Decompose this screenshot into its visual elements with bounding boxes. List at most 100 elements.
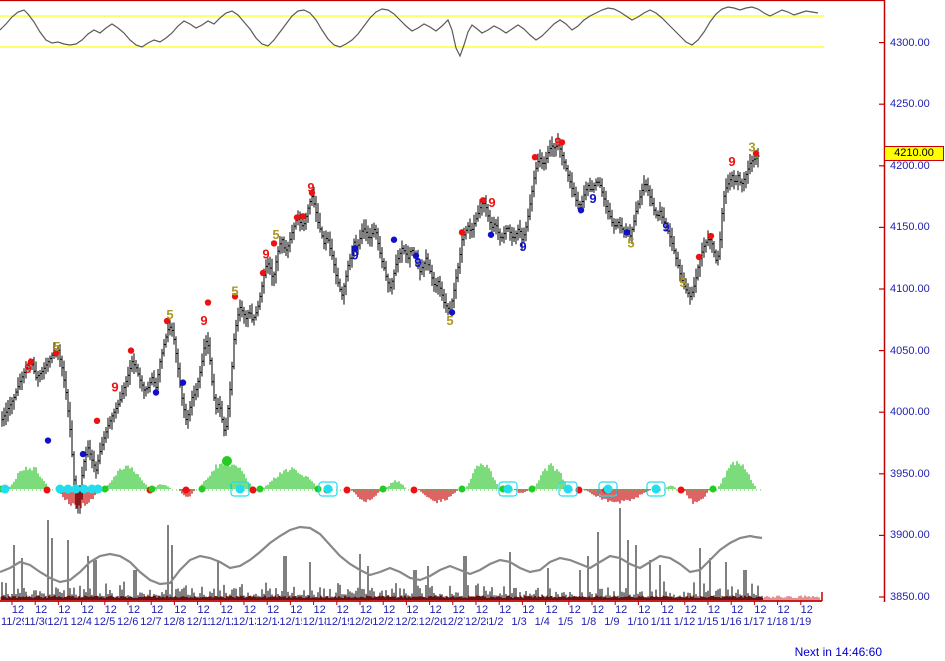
x-axis-date-label: 1/17 [743, 616, 765, 628]
x-axis-date-label: 12/8 [163, 616, 185, 628]
x-axis-date-label: 12/11 [186, 616, 210, 628]
x-axis-hour-label: 12 [243, 604, 257, 616]
x-axis-date-label: 12/4 [70, 616, 93, 628]
x-axis-hour-label: 12 [359, 604, 373, 616]
x-axis-hour-label: 12 [638, 604, 651, 616]
svg-text:9: 9 [24, 361, 31, 376]
x-axis-date-label: 12/5 [93, 616, 116, 628]
x-axis-date-label: 12/19 [325, 616, 349, 628]
x-axis-date-label: 1/16 [720, 616, 742, 628]
x-axis-hour-label: 12 [151, 604, 164, 616]
x-axis-date-label: 1/15 [697, 616, 719, 628]
x-axis-date-label: 12/14 [256, 616, 279, 628]
x-axis-hour-label: 12 [81, 604, 94, 616]
x-axis-date-label: 12/21 [372, 616, 395, 628]
x-axis-date-label: 12/28 [465, 616, 488, 628]
y-axis-price-label: 4250.00 [890, 98, 930, 111]
x-axis-date-label: 1/12 [673, 616, 696, 628]
y-axis-price-label: 3950.00 [890, 467, 930, 480]
svg-text:9: 9 [554, 134, 561, 149]
x-axis-date-label: 1/5 [557, 616, 574, 628]
x-axis-hour-label: 12 [406, 604, 419, 616]
x-axis-date-label: 1/10 [627, 616, 649, 628]
svg-text:9: 9 [488, 195, 495, 210]
svg-text:9: 9 [728, 154, 735, 169]
x-axis-date-label: 1/19 [789, 616, 812, 628]
x-axis-date-label: 1/11 [650, 616, 672, 628]
y-axis-price-label: 4200.00 [890, 159, 930, 172]
svg-text:5: 5 [679, 275, 686, 290]
x-axis-date-label: 12/26 [418, 616, 442, 628]
x-axis-hour-label: 12 [684, 604, 697, 616]
svg-text:5: 5 [627, 235, 634, 250]
x-axis-hour-label: 12 [429, 604, 442, 616]
bar-countdown-timer: Next in 14:46:60 [794, 645, 882, 659]
x-axis-hour-label: 12 [58, 604, 71, 616]
svg-text:9: 9 [414, 255, 421, 270]
x-axis-date-label: 12/13 [233, 616, 256, 628]
svg-text:9: 9 [589, 191, 596, 206]
svg-text:5: 5 [446, 313, 453, 328]
x-axis-date-label: 1/8 [581, 616, 597, 628]
svg-text:5: 5 [53, 339, 60, 354]
x-axis-hour-label: 12 [11, 604, 25, 616]
svg-text:9: 9 [519, 239, 526, 254]
x-axis-hour-label: 12 [35, 604, 48, 616]
x-axis-hour-label: 12 [452, 604, 465, 616]
x-axis-hour-label: 12 [197, 604, 210, 616]
x-axis-hour-label: 12 [591, 604, 605, 616]
x-axis-date-label: 12/1 [47, 616, 69, 628]
y-axis-price-label: 4050.00 [890, 344, 930, 357]
x-axis-date-label: 11/30 [24, 616, 47, 628]
x-axis-hour-label: 12 [383, 604, 396, 616]
x-axis-hour-label: 12 [777, 604, 790, 616]
x-axis-hour-label: 12 [127, 604, 141, 616]
x-axis-hour-label: 12 [615, 604, 628, 616]
svg-text:3: 3 [748, 139, 755, 154]
x-axis-date-label: 11/29 [1, 616, 24, 628]
x-axis-hour-label: 12 [174, 604, 187, 616]
x-axis-hour-label: 12 [800, 604, 813, 616]
x-axis-date-label: 12/27 [441, 616, 465, 628]
y-axis-price-label: 4100.00 [890, 283, 930, 295]
x-axis-date-label: 12/15 [279, 616, 302, 628]
y-axis-price-label: 4000.00 [890, 406, 930, 419]
x-axis-date-label: 12/12 [209, 616, 233, 628]
x-axis-hour-label: 12 [568, 604, 581, 616]
svg-text:5: 5 [272, 227, 279, 242]
x-axis-date-label: 12/18 [302, 616, 326, 628]
x-axis-hour-label: 12 [661, 604, 674, 616]
svg-text:5: 5 [231, 283, 238, 298]
x-axis-hour-label: 12 [522, 604, 535, 616]
last-price-badge: 4210.00 [884, 146, 944, 162]
x-axis-hour-label: 12 [104, 604, 117, 616]
x-axis-hour-label: 12 [731, 604, 744, 616]
svg-text:9: 9 [200, 313, 207, 328]
x-axis-date-label: 12/20 [349, 616, 372, 628]
svg-text:9: 9 [111, 380, 118, 395]
x-axis-date-label: 12/7 [140, 616, 162, 628]
x-axis-hour-label: 12 [290, 604, 303, 616]
x-axis-hour-label: 12 [707, 604, 721, 616]
x-axis-hour-label: 12 [336, 604, 349, 616]
svg-text:9: 9 [662, 219, 669, 234]
x-axis-date-label: 1/4 [534, 616, 550, 628]
svg-text:9: 9 [307, 180, 314, 195]
svg-text:9: 9 [262, 247, 269, 262]
x-axis-date-label: 12/22 [395, 616, 418, 628]
svg-text:9: 9 [351, 248, 358, 263]
x-axis-date-label: 1/3 [511, 616, 527, 628]
x-axis-date-label: 12/6 [117, 616, 139, 628]
x-axis-date-label: 1/2 [488, 616, 504, 628]
x-axis-date-label: 1/18 [766, 616, 789, 628]
y-axis-price-label: 4150.00 [890, 221, 930, 234]
svg-text:5: 5 [166, 307, 173, 322]
y-axis-price-label: 3850.00 [890, 591, 930, 603]
x-axis-hour-label: 12 [545, 604, 558, 616]
x-axis-hour-label: 12 [499, 604, 512, 616]
y-axis-price-label: 4300.00 [890, 36, 930, 49]
x-axis-hour-label: 12 [220, 604, 233, 616]
x-axis-date-label: 1/9 [604, 616, 620, 628]
